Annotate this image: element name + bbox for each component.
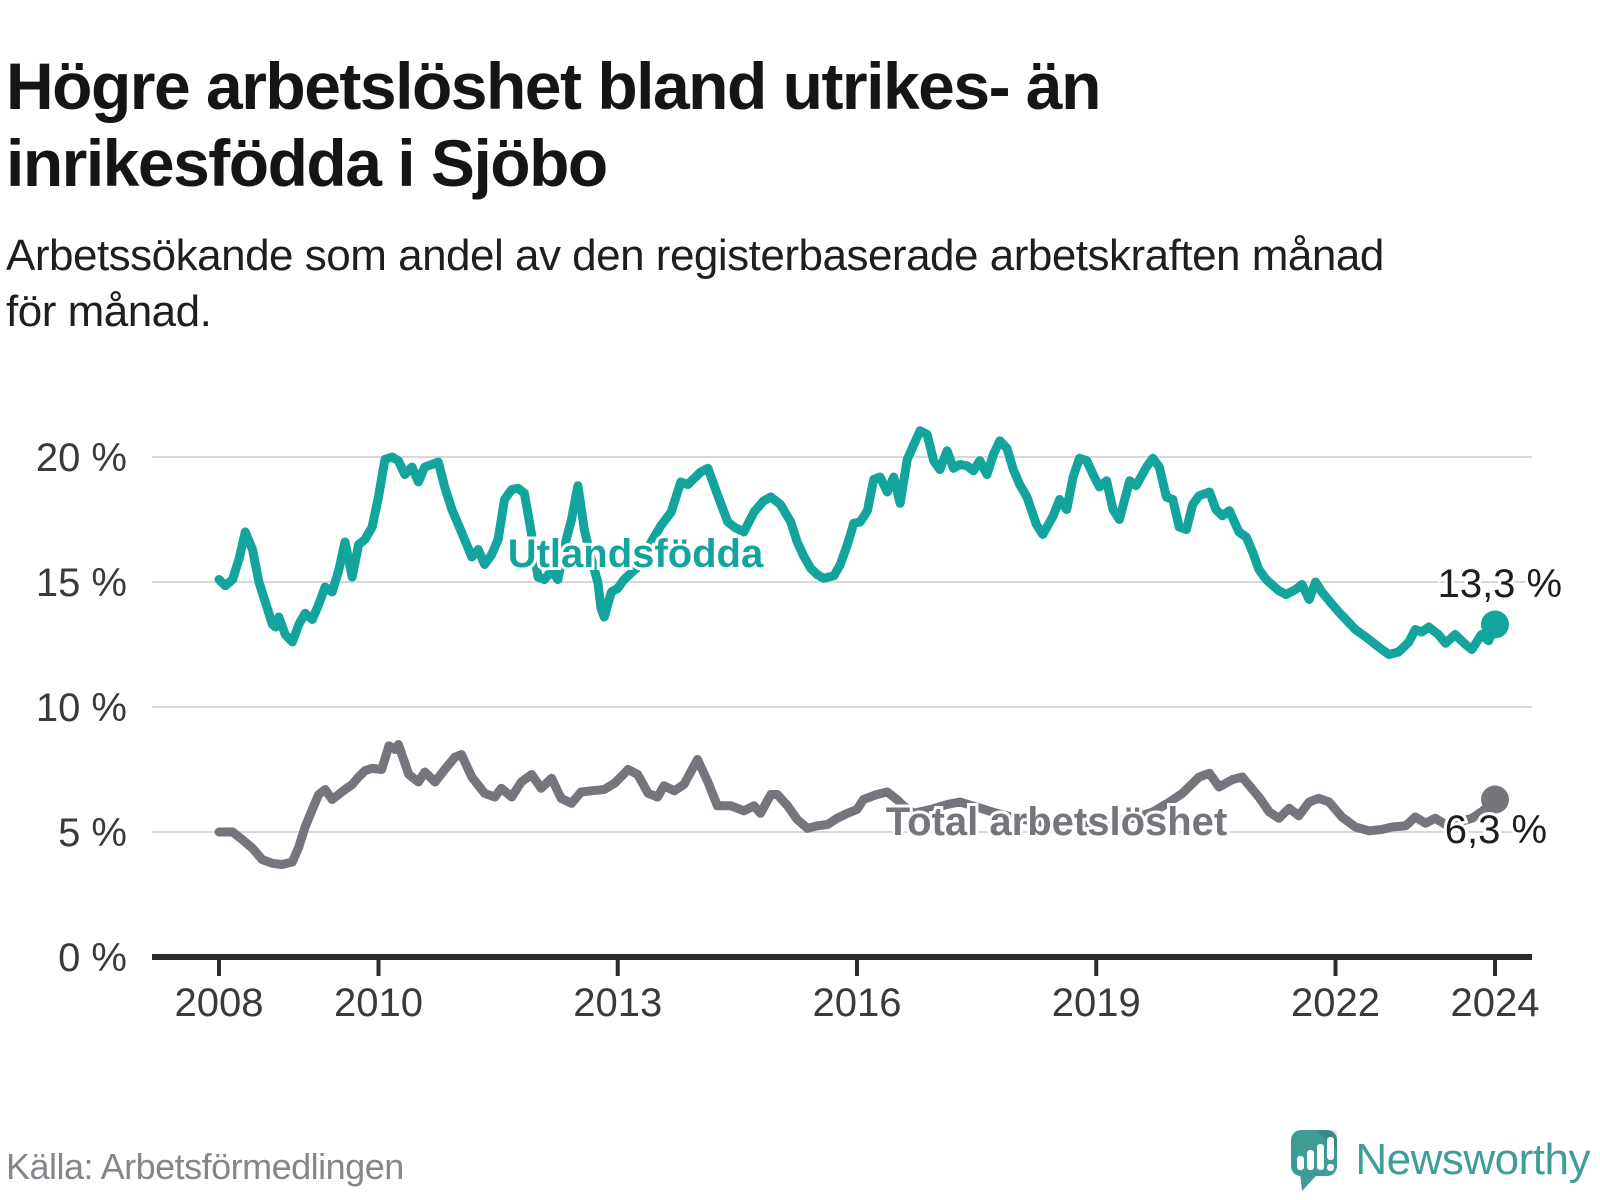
x-axis-label: 2016 [813, 981, 902, 1025]
newsworthy-icon [1291, 1130, 1338, 1191]
y-axis-label: 20 % [36, 436, 127, 480]
chart-subtitle: Arbetssökande som andel av den registerb… [6, 231, 1384, 337]
newsworthy-wordmark: Newsworthy [1355, 1135, 1590, 1184]
utlandsfodda-value-label: 13,3 % [1438, 562, 1563, 606]
x-axis-label: 2013 [573, 981, 662, 1025]
total-label: Total arbetslöshet [886, 800, 1228, 844]
newsworthy-logo: Newsworthy [1289, 1128, 1590, 1192]
y-axis-label: 5 % [58, 811, 127, 855]
x-axis-label: 2024 [1451, 981, 1540, 1025]
total-value-label: 6,3 % [1445, 808, 1547, 852]
x-axis-label: 2008 [175, 981, 264, 1025]
source-note: Källa: Arbetsförmedlingen [6, 1146, 404, 1187]
y-axis-label: 15 % [36, 561, 127, 605]
x-axis-label: 2010 [334, 981, 423, 1025]
x-axis-label: 2022 [1291, 981, 1380, 1025]
utlandsfodda-line [214, 426, 1500, 659]
y-axis-label: 10 % [36, 686, 127, 730]
utlandsfodda-label: Utlandsfödda [508, 532, 764, 576]
utlandsfodda-end-dot [1481, 610, 1509, 639]
y-axis-label: 0 % [58, 936, 127, 980]
total-end-dot [1481, 785, 1509, 814]
x-axis-label: 2019 [1052, 981, 1141, 1025]
page-title: Högre arbetslöshet bland utrikes- än inr… [6, 49, 1101, 201]
total-line [214, 740, 1500, 869]
